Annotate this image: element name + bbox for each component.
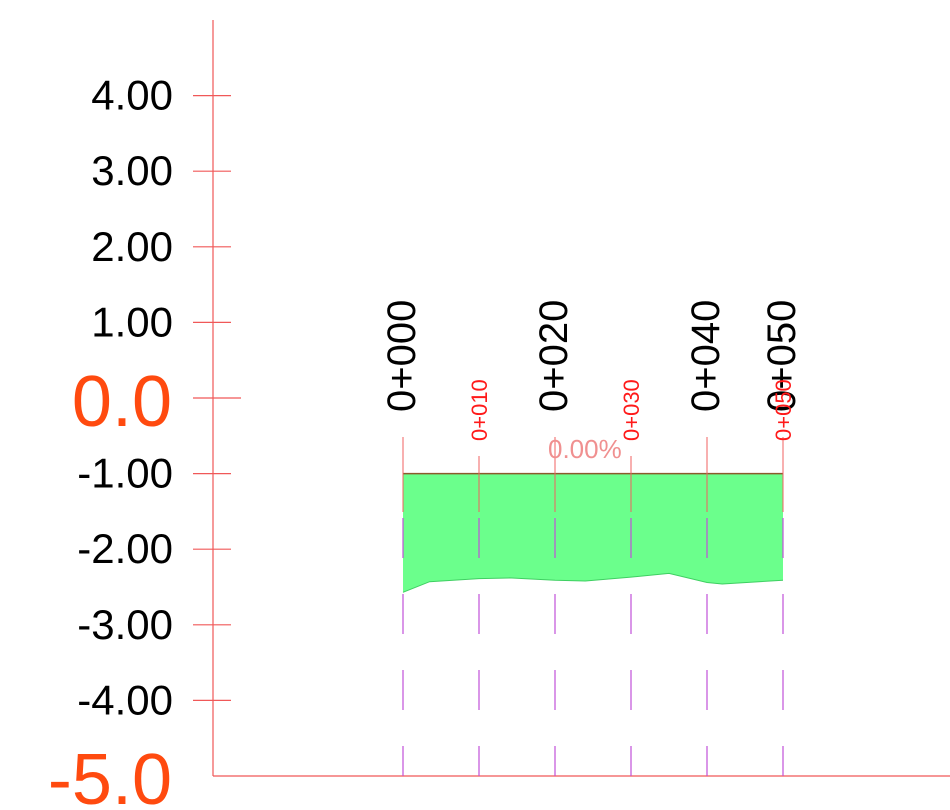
guides-layer	[402, 437, 784, 776]
y-tick-label: 3.00	[91, 147, 173, 194]
y-tick-label: 2.00	[91, 223, 173, 270]
station-label-major: 0+040	[684, 300, 728, 412]
grade-percent-label: 0.00%	[548, 434, 622, 464]
station-label-major: 0+000	[380, 300, 424, 412]
y-tick-label: -5.0	[48, 740, 172, 810]
y-tick-label: -1.00	[77, 450, 173, 497]
y-tick-label: 0.0	[72, 362, 172, 442]
station-label-minor: 0+010	[467, 379, 492, 441]
station-label-minor: 0+050	[771, 379, 796, 441]
y-tick-label: -3.00	[77, 601, 173, 648]
fill-layer	[402, 472, 784, 593]
labels-layer: 4.00 3.00 2.00 1.00 0.0 -1.00 -2.00 -3.00 -4.00 -…	[48, 72, 804, 810]
station-label-minor: 0+030	[619, 379, 644, 441]
axes-layer	[193, 20, 950, 777]
cut-fill-area	[403, 473, 783, 593]
y-tick-label: -2.00	[77, 525, 173, 572]
station-label-major: 0+050	[760, 300, 804, 412]
station-label-major: 0+020	[532, 300, 576, 412]
ground-profile-line	[402, 572, 784, 593]
y-tick-label: 4.00	[91, 72, 173, 119]
y-tick-label: -4.00	[77, 676, 173, 723]
y-tick-label: 1.00	[91, 298, 173, 345]
